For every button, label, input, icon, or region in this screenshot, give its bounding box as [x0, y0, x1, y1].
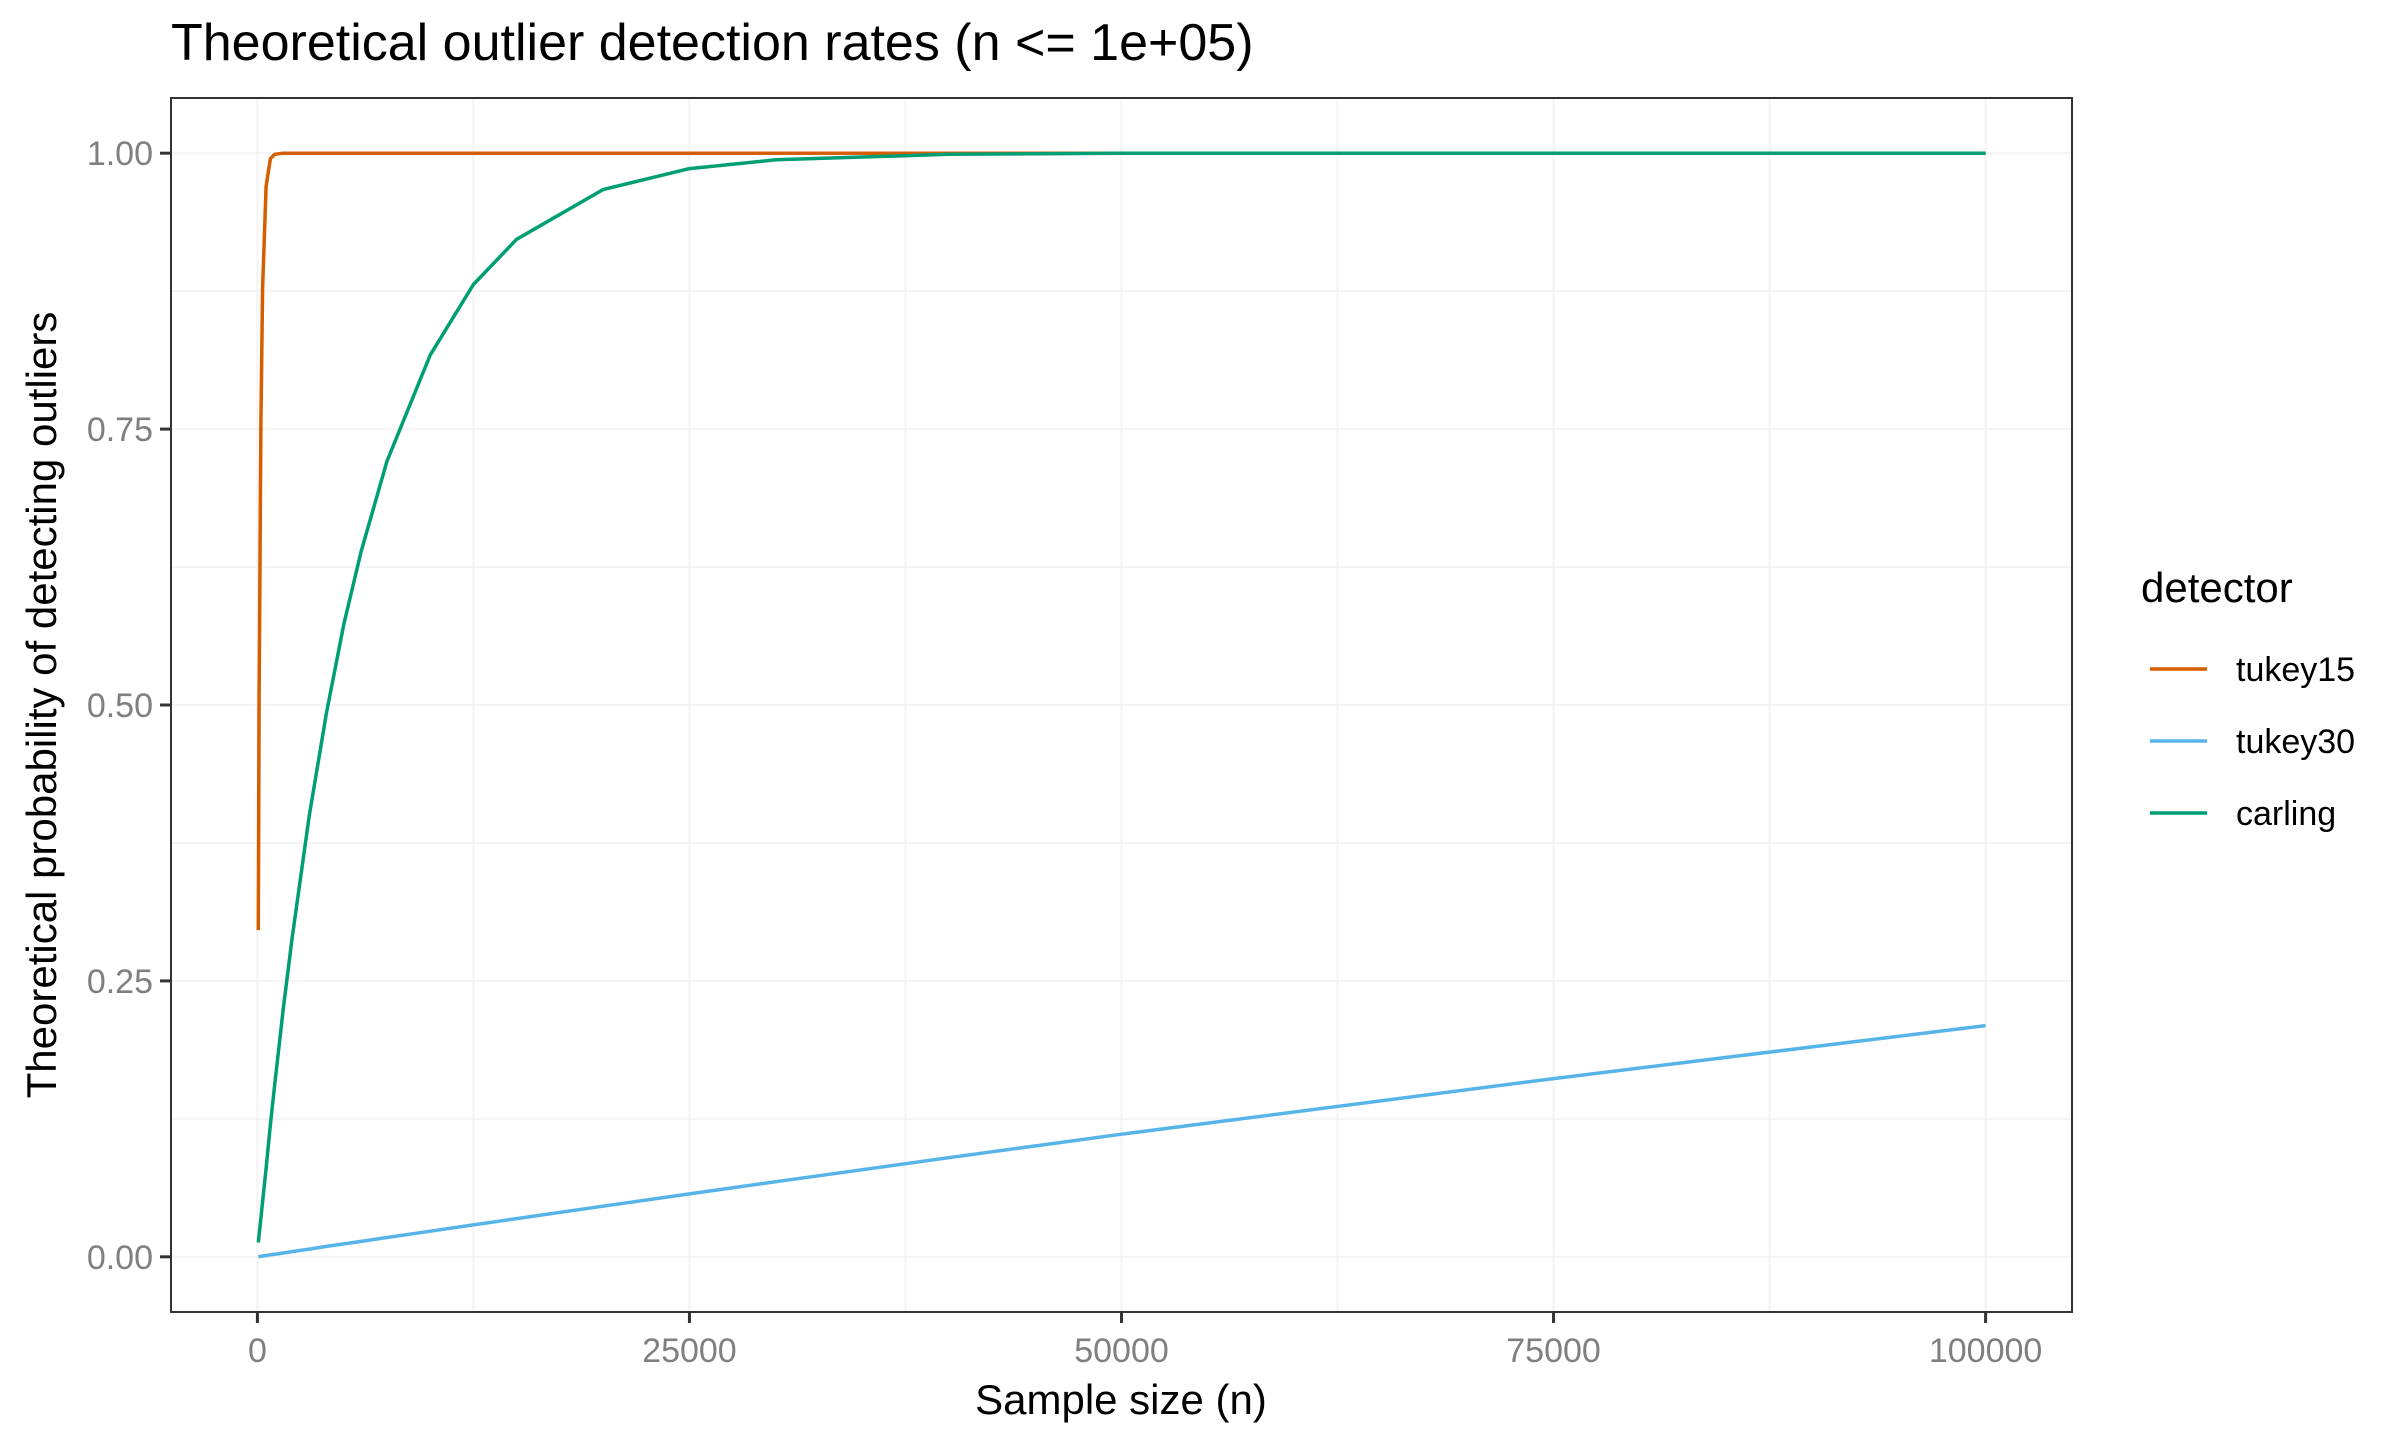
series-line-tukey30 [257, 1023, 1986, 1259]
x-tick-label: 0 [248, 1332, 267, 1370]
x-tick-label: 75000 [1506, 1332, 1601, 1370]
legend-title: detector [2141, 564, 2293, 611]
legend-label: tukey30 [2236, 723, 2355, 761]
x-tick-label: 50000 [1074, 1332, 1169, 1370]
series-line-tukey15 [256, 151, 1986, 931]
series-line-carling [256, 151, 1986, 1243]
y-axis: 0.00 0.25 0.50 0.75 1.00 [87, 135, 171, 1277]
y-tick-label: 0.25 [87, 963, 153, 1001]
x-tick-label: 100000 [1929, 1332, 2042, 1370]
y-tick-label: 0.50 [87, 687, 153, 725]
y-tick-label: 0.75 [87, 411, 153, 449]
legend-label: tukey15 [2236, 651, 2355, 689]
x-axis: 0 25000 50000 75000 100000 [248, 1312, 2042, 1370]
y-tick-label: 0.00 [87, 1239, 153, 1277]
series-lines [256, 151, 1986, 1259]
y-tick-label: 1.00 [87, 135, 153, 173]
legend: detector tukey15 tukey30 carling [2141, 564, 2355, 833]
legend-label: carling [2236, 795, 2336, 833]
chart-title: Theoretical outlier detection rates (n <… [171, 14, 1254, 72]
x-tick-label: 25000 [642, 1332, 737, 1370]
y-axis-title: Theoretical probability of detecting out… [18, 312, 65, 1099]
x-axis-title: Sample size (n) [975, 1376, 1267, 1423]
